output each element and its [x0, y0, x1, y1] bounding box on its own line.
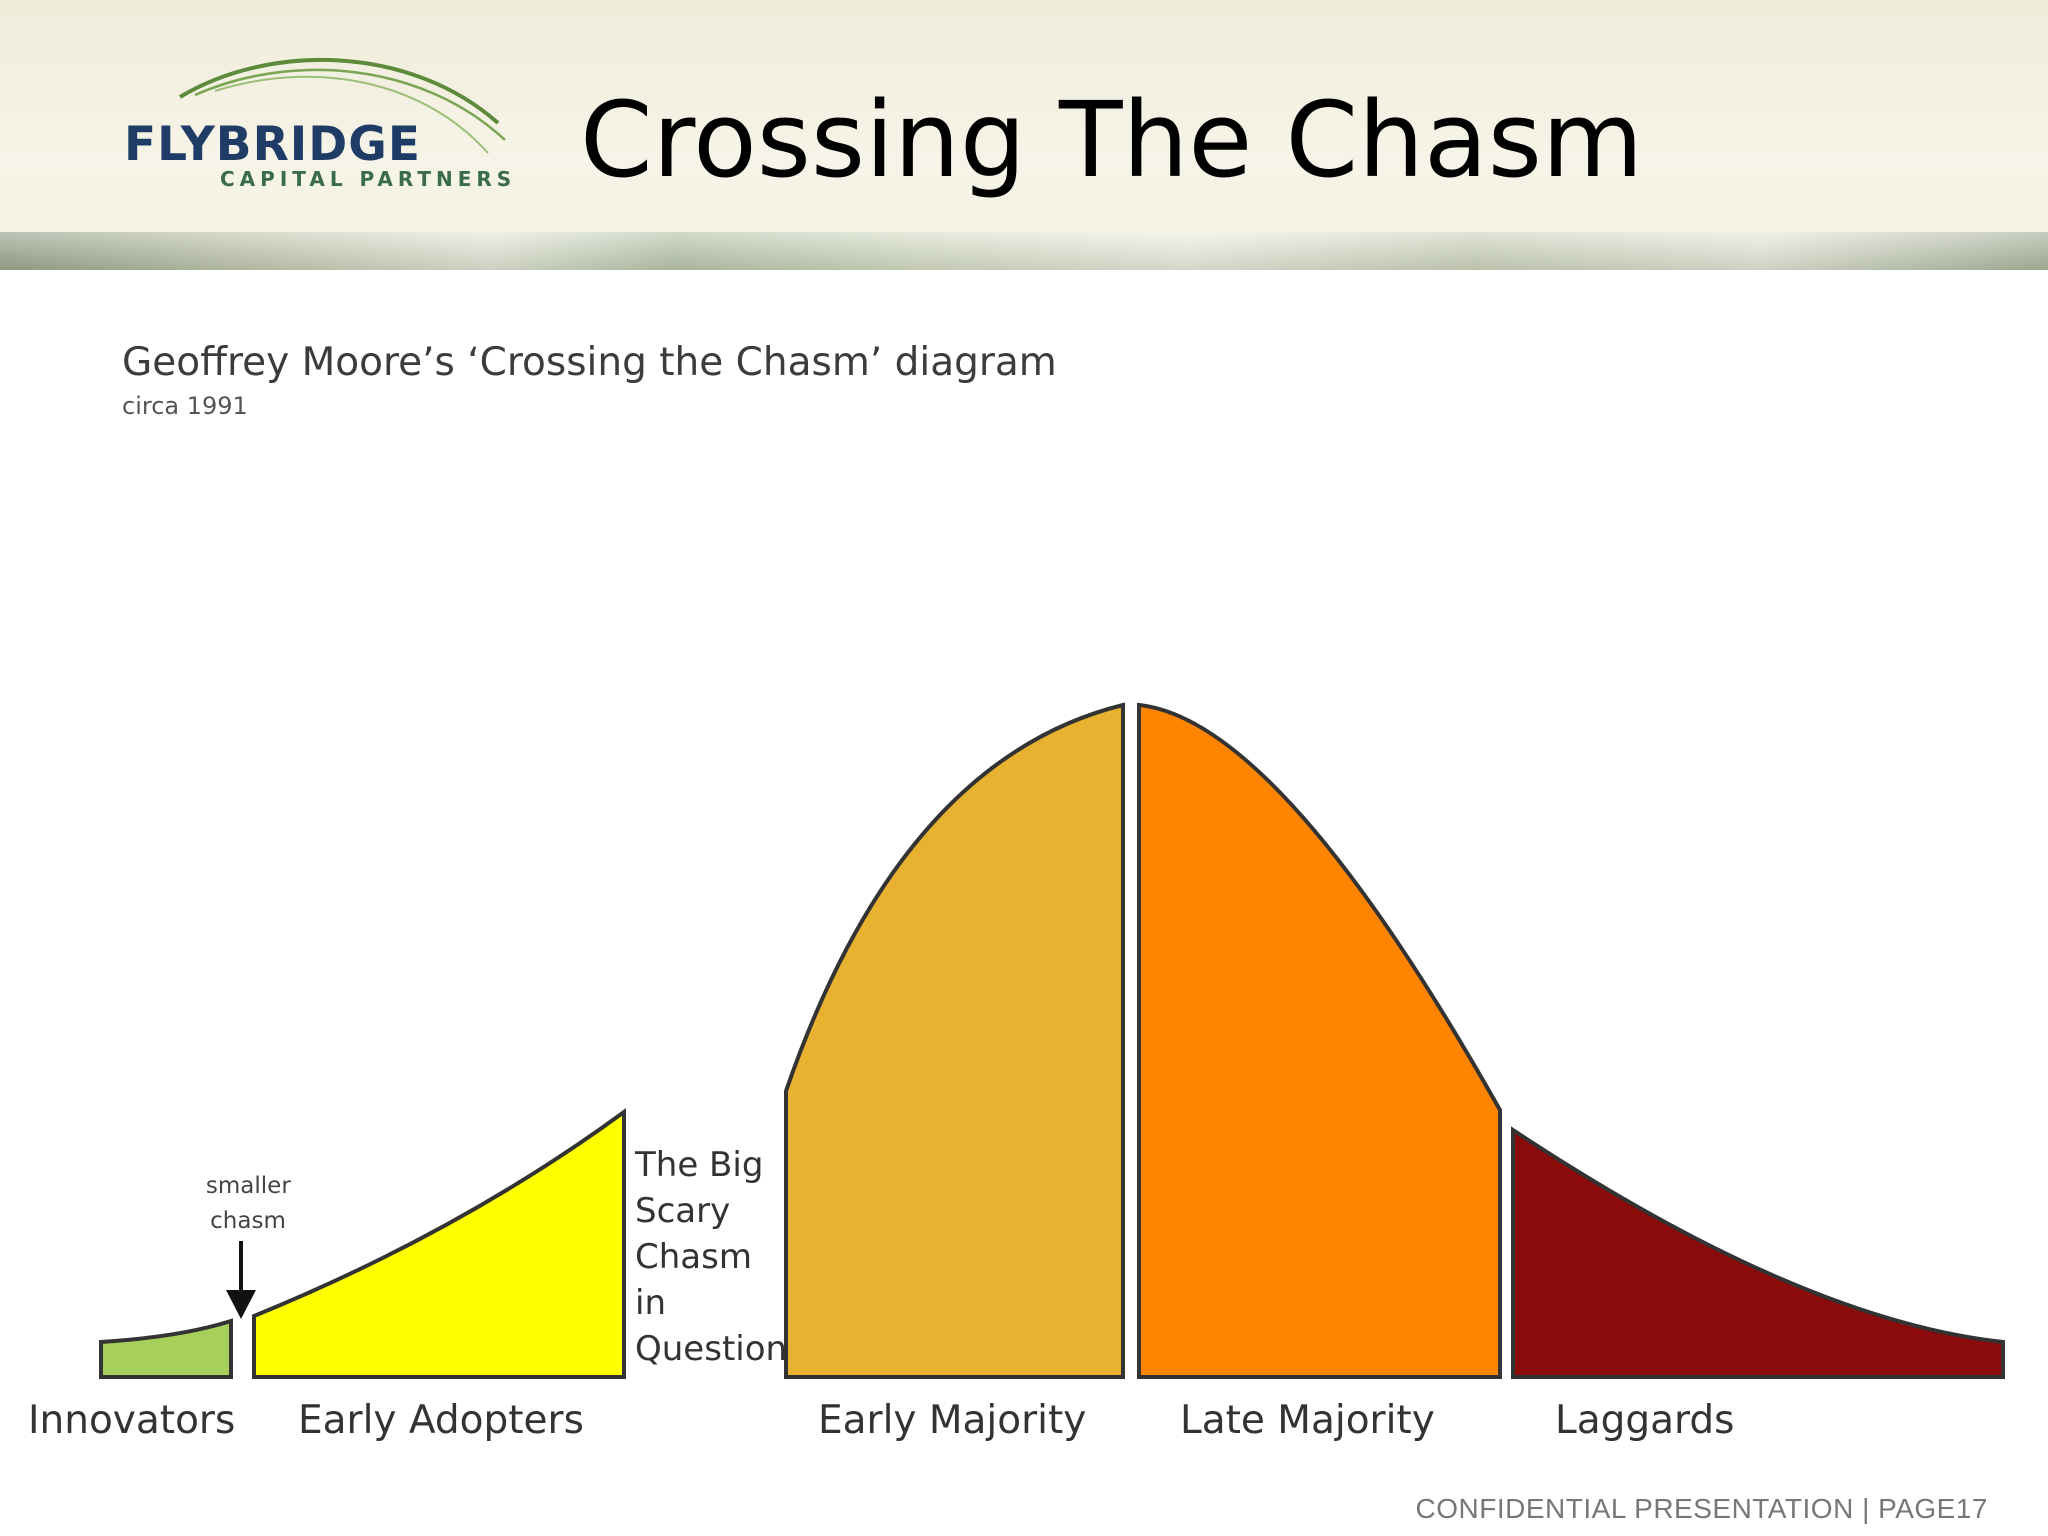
- footer-text: CONFIDENTIAL PRESENTATION | PAGE17: [1415, 1493, 1988, 1524]
- segment-early-majority: [784, 702, 1125, 1379]
- label-laggards: Laggards: [1555, 1398, 1734, 1443]
- diagram-title: Geoffrey Moore’s ‘Crossing the Chasm’ di…: [122, 340, 1057, 385]
- segment-innovators: [99, 1318, 233, 1379]
- small-chasm-label: smaller chasm: [206, 1173, 298, 1234]
- diagram-subtitle: circa 1991: [122, 392, 248, 420]
- small-chasm-arrow-icon: [226, 1241, 256, 1319]
- logo-arc-icon: [178, 57, 506, 154]
- label-late-majority: Late Majority: [1180, 1398, 1435, 1443]
- header-band: [0, 232, 2048, 270]
- segment-late-majority: [1137, 702, 1502, 1379]
- segment-laggards: [1511, 1126, 2005, 1379]
- label-early-majority: Early Majority: [818, 1398, 1086, 1443]
- label-innovators: Innovators: [28, 1398, 235, 1443]
- logo-subtitle: CAPITAL PARTNERS: [220, 167, 517, 191]
- flybridge-logo: FLYBRIDGE CAPITAL PARTNERS: [120, 45, 520, 205]
- label-early-adopters: Early Adopters: [298, 1398, 584, 1443]
- big-chasm-label: The Big Scary Chasm in Question: [634, 1145, 787, 1369]
- slide-title: Crossing The Chasm: [580, 79, 1644, 201]
- segment-early-adopters: [252, 1108, 626, 1379]
- slide-header: FLYBRIDGE CAPITAL PARTNERS Crossing The …: [0, 0, 2048, 270]
- logo-name: FLYBRIDGE: [124, 117, 421, 172]
